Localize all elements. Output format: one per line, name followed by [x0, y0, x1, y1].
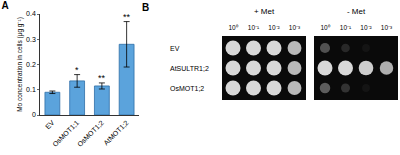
svg-text:AtMOT1;2: AtMOT1;2 — [102, 119, 130, 147]
svg-text:EV: EV — [44, 119, 56, 131]
svg-text:OsMOT1;2: OsMOT1;2 — [76, 119, 105, 148]
svg-text:0.4: 0.4 — [26, 10, 36, 17]
svg-text:B: B — [142, 2, 149, 13]
svg-text:OsMOT1;2: OsMOT1;2 — [170, 85, 204, 92]
svg-text:10⁻²: 10⁻² — [360, 24, 372, 31]
svg-text:10⁻²: 10⁻² — [268, 24, 280, 31]
svg-text:0.1: 0.1 — [26, 86, 36, 93]
svg-text:10⁰: 10⁰ — [228, 24, 238, 31]
svg-text:0.3: 0.3 — [26, 36, 36, 43]
svg-text:**: ** — [123, 12, 131, 22]
svg-text:Mo concentration in cells (μg: Mo concentration in cells (μg g⁻¹) — [16, 17, 24, 112]
svg-text:10⁻¹: 10⁻¹ — [340, 24, 352, 31]
svg-text:10⁻³: 10⁻³ — [289, 24, 301, 31]
svg-text:10⁻¹: 10⁻¹ — [248, 24, 260, 31]
svg-text:AtSULTR1;2: AtSULTR1;2 — [170, 65, 209, 72]
svg-text:OsMOT1;1: OsMOT1;1 — [51, 119, 80, 148]
svg-text:+ Met: + Met — [254, 7, 275, 16]
svg-text:0.2: 0.2 — [26, 61, 36, 68]
svg-text:10⁻³: 10⁻³ — [381, 24, 393, 31]
svg-text:- Met: - Met — [347, 7, 366, 16]
svg-text:**: ** — [98, 73, 106, 83]
svg-text:A: A — [1, 0, 8, 11]
svg-text:*: * — [75, 65, 79, 75]
svg-text:EV: EV — [170, 45, 180, 52]
svg-text:10⁰: 10⁰ — [320, 24, 330, 31]
svg-text:0: 0 — [32, 111, 36, 118]
